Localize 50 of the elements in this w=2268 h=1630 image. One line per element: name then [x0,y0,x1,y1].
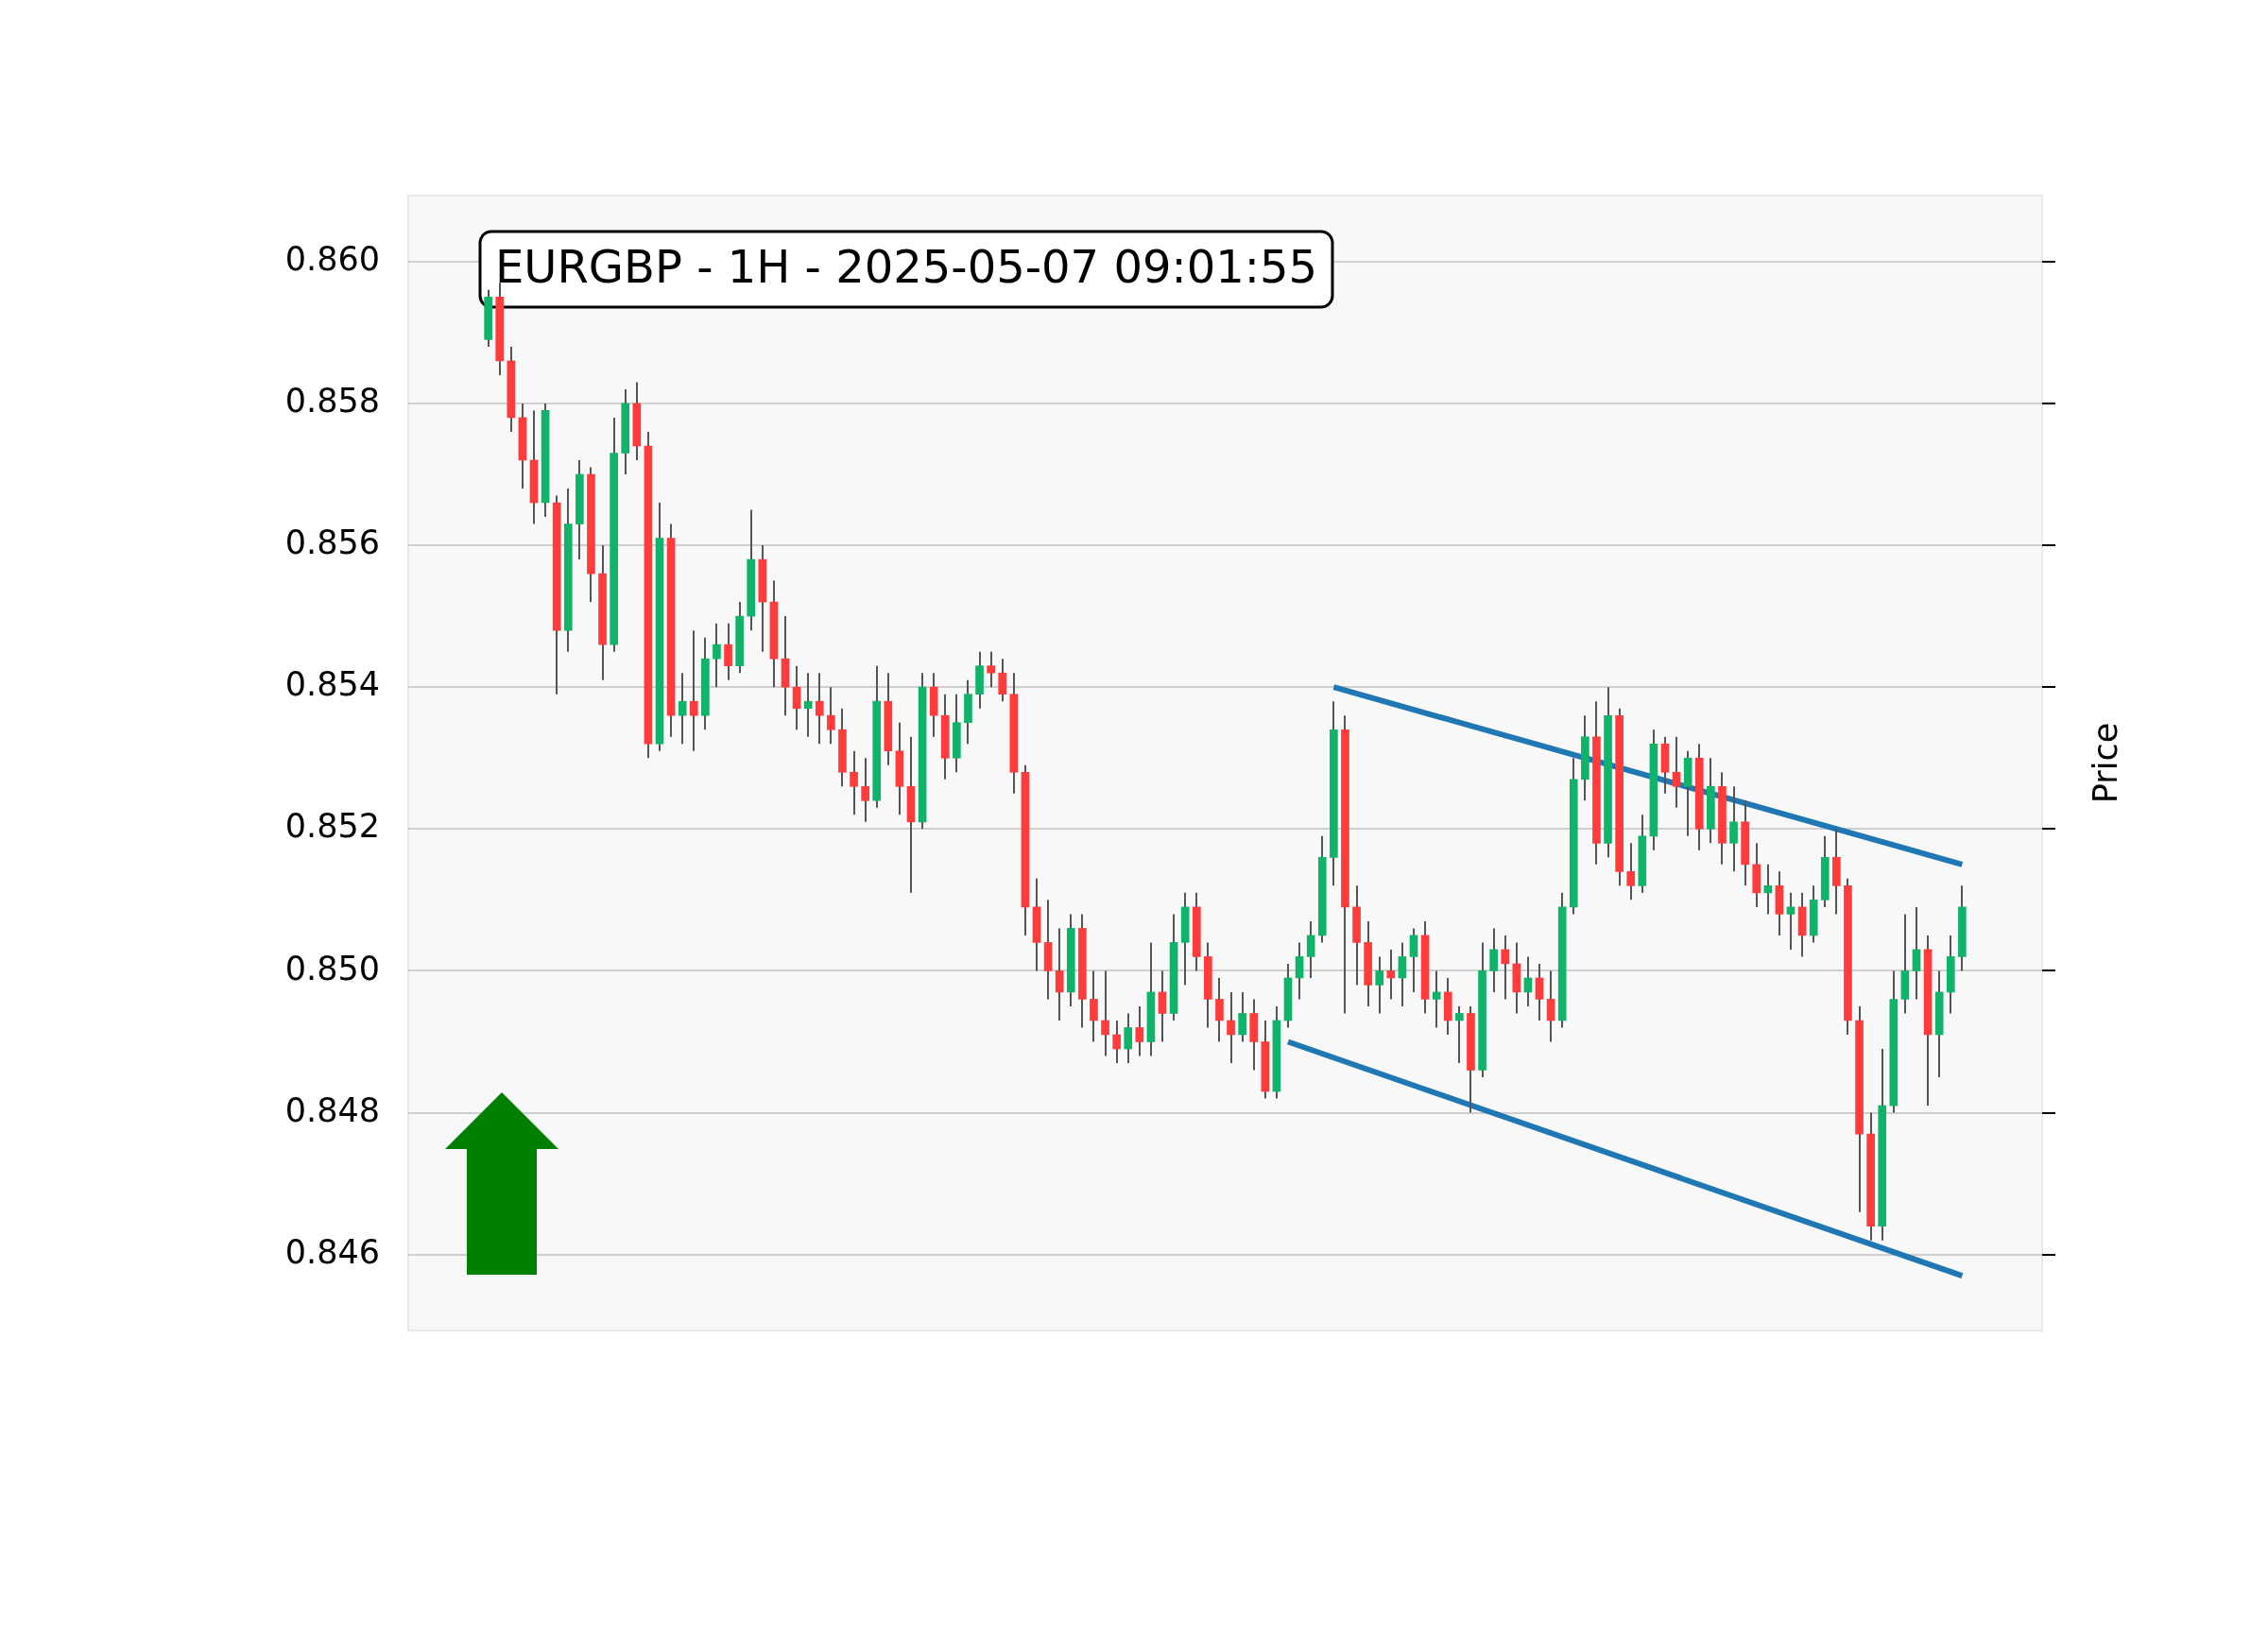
candlestick [850,749,858,816]
candlestick [1409,927,1418,993]
candlestick [1489,927,1498,993]
candlestick [713,622,721,689]
y-tick-label: 0.846 [284,1232,380,1271]
y-tick-label: 0.854 [284,665,380,704]
candlestick [1535,962,1544,1021]
text: EURGBP - 1H - 2025-05-07 09:01:55 [495,240,1317,294]
candlestick [1101,969,1109,1057]
y-tick-label: 0.848 [284,1090,380,1129]
candlestick [1672,735,1681,809]
candlestick [998,658,1007,703]
candlestick [1763,863,1773,916]
candlestick [1306,919,1315,979]
y-tick-label: 0.852 [284,807,380,846]
candlestick [1626,842,1636,901]
candlestick [1238,990,1246,1043]
y-axis-title: Price [2087,722,2125,804]
candlestick [689,629,698,752]
candlestick [1124,1012,1133,1065]
candlestick [1729,785,1738,873]
candlestick [987,650,995,689]
candlestick [1375,955,1384,1015]
candlestick [1158,969,1167,1043]
candlestick [827,686,835,746]
candlestick [861,757,869,823]
candlestick [1135,1004,1144,1057]
candlestick [1546,969,1555,1043]
candlestick [1501,934,1510,1001]
candlestick [1227,990,1235,1065]
candlestick [803,672,813,738]
candlestick [1215,976,1224,1043]
y-tick-label: 0.860 [284,239,380,278]
candlestick [1112,1019,1121,1065]
candlestick [1912,905,1921,1001]
candlestick [1386,948,1396,1001]
candlestick [724,622,732,681]
candlestick [1295,941,1304,1001]
y-tick-label: 0.856 [284,523,380,562]
y-tick-label: 0.858 [284,382,380,420]
y-tick-label: 0.850 [284,949,380,987]
candlestick [1055,927,1064,1021]
candlestick [815,672,824,746]
candlestick [1786,891,1796,951]
candlestick [792,664,801,731]
candlestick [1090,969,1098,1043]
candlestick [1432,969,1441,1029]
candlestick [678,672,687,746]
candlestick [1455,1004,1464,1065]
candlestick [1398,941,1407,1007]
